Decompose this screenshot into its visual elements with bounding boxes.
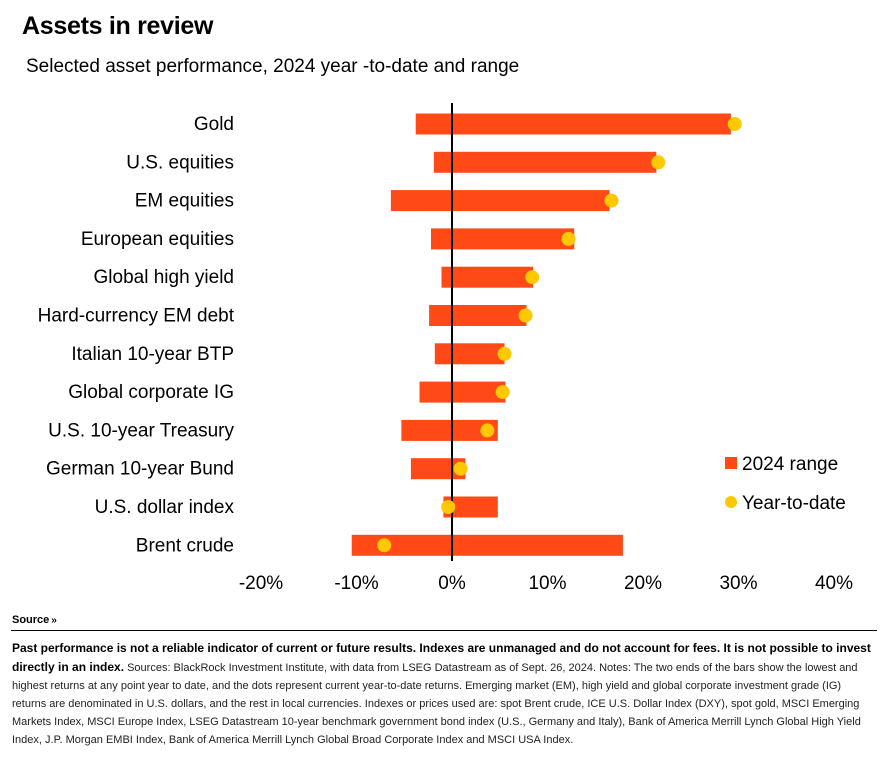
source-footnote: Past performance is not a reliable indic…	[12, 639, 874, 749]
ytd-dot	[525, 270, 540, 285]
legend-range-swatch	[725, 457, 737, 469]
category-label: Gold	[194, 114, 234, 135]
ytd-dot	[561, 231, 576, 246]
ytd-dot	[495, 385, 510, 400]
range-bar	[429, 305, 527, 326]
category-label: U.S. equities	[126, 152, 234, 173]
x-tick-label: 40%	[815, 573, 853, 594]
ytd-dot	[727, 117, 742, 131]
category-label: German 10-year Bund	[46, 459, 234, 480]
legend-ytd-label: Year-to-date	[742, 493, 846, 514]
category-label: U.S. dollar index	[95, 497, 235, 518]
category-label: European equities	[81, 229, 234, 250]
category-label: EM equities	[135, 191, 234, 212]
asset-performance-chart: Gold U.S. equities EM equities European equ…	[38, 103, 853, 594]
range-bar	[351, 534, 623, 556]
source-toggle-button[interactable]: Source»	[12, 614, 57, 626]
range-bar	[390, 190, 610, 212]
range-bar	[419, 381, 506, 403]
x-tick-label: 20%	[624, 573, 662, 594]
x-tick-label: 10%	[528, 573, 566, 594]
source-toggle-label: Source	[12, 614, 50, 626]
chart-subtitle: Selected asset performance, 2024 year -t…	[26, 56, 520, 77]
ytd-dot	[651, 155, 666, 170]
category-label: Global corporate IG	[68, 382, 234, 403]
range-bar	[415, 113, 731, 135]
x-tick-label: -10%	[334, 573, 378, 594]
legend-range-label: 2024 range	[742, 454, 838, 475]
ytd-dot	[441, 500, 456, 514]
range-bar	[430, 228, 575, 250]
category-label: Italian 10-year BTP	[71, 344, 234, 365]
ytd-dot	[518, 308, 533, 323]
ytd-dot	[480, 423, 495, 438]
ytd-dot	[497, 346, 512, 361]
chart-title: Assets in review	[22, 12, 214, 40]
source-notes: Sources: BlackRock Investment Institute,…	[12, 662, 861, 746]
performance-disclaimer: Past performance is not a reliable indic…	[12, 641, 871, 674]
ytd-dot	[453, 461, 468, 476]
range-bar	[401, 419, 498, 441]
legend-ytd-swatch	[725, 496, 737, 508]
ytd-dot	[377, 538, 392, 553]
x-tick-label: -20%	[239, 573, 283, 594]
range-bar	[443, 496, 498, 518]
double-chevron-down-icon: »	[51, 615, 57, 626]
ytd-dot	[604, 193, 619, 208]
x-tick-label: 30%	[719, 573, 757, 594]
range-bar	[434, 343, 505, 365]
category-label: Brent crude	[136, 535, 234, 556]
category-label: Global high yield	[94, 267, 234, 288]
range-bar	[441, 266, 534, 288]
category-label: U.S. 10-year Treasury	[48, 420, 234, 441]
x-tick-label: 0%	[438, 573, 466, 594]
source-divider	[11, 630, 877, 631]
range-bar	[433, 151, 657, 173]
category-label: Hard-currency EM debt	[38, 306, 235, 327]
